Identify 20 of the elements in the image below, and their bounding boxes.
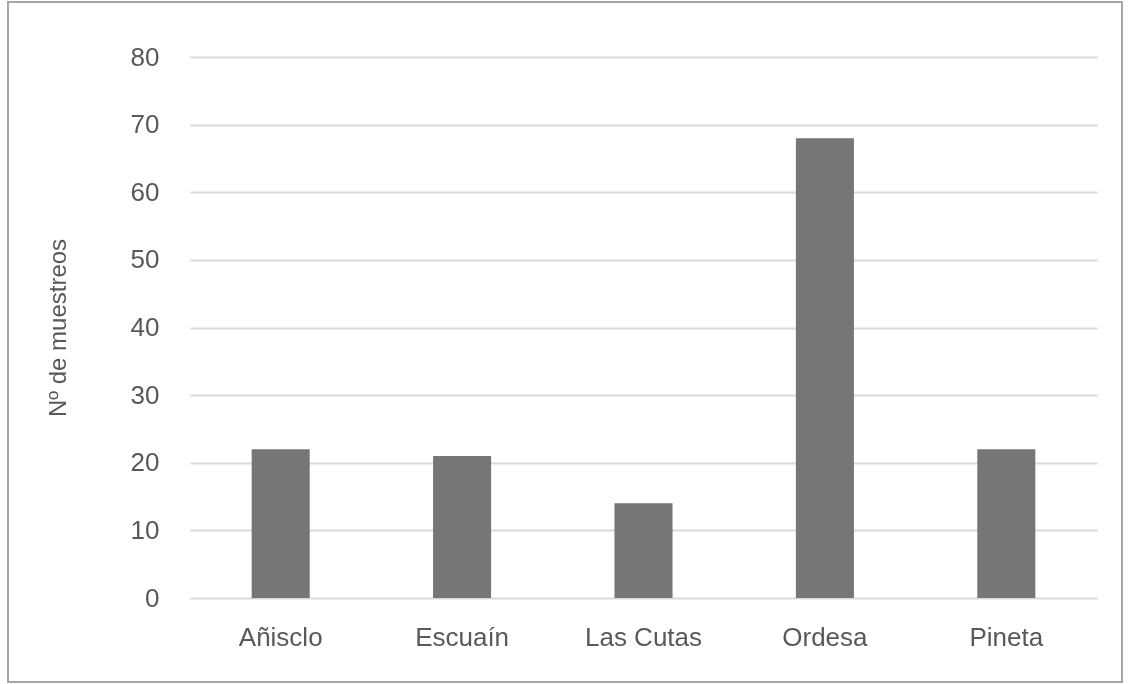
x-tick-label: Ordesa [782, 621, 869, 652]
y-tick-label: 10 [130, 514, 160, 545]
y-tick-label: 0 [145, 582, 160, 613]
bar [614, 503, 673, 598]
y-tick-label: 60 [130, 176, 160, 207]
x-tick-label: Las Cutas [584, 621, 703, 652]
x-tick-label: Escuaín [415, 621, 510, 652]
x-tick-label: Pineta [969, 621, 1044, 652]
y-tick-label: 80 [130, 41, 160, 72]
bar [977, 449, 1036, 598]
y-axis-title: Nº de muestreos [43, 238, 71, 418]
bar [433, 455, 492, 598]
y-tick-label: 20 [130, 447, 160, 478]
y-tick-label: 40 [130, 312, 160, 342]
bar [251, 449, 310, 598]
y-tick-label: 30 [130, 379, 160, 410]
x-tick-label: Añisclo [238, 621, 323, 652]
bar [795, 138, 854, 598]
y-tick-label: 50 [130, 244, 160, 275]
y-tick-label: 70 [130, 109, 160, 140]
